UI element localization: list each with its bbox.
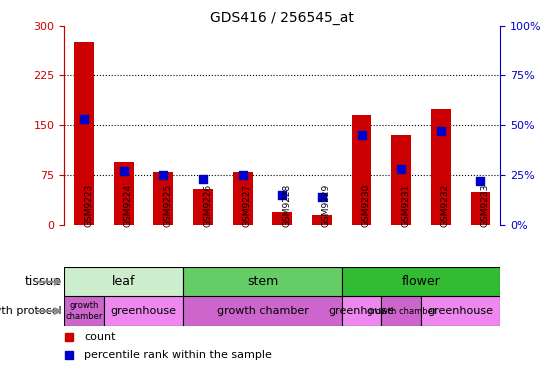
- Text: GSM9225: GSM9225: [163, 184, 172, 227]
- Point: [318, 194, 326, 200]
- Point: [278, 192, 287, 198]
- Text: GSM9230: GSM9230: [362, 184, 371, 227]
- Text: growth chamber: growth chamber: [367, 307, 436, 315]
- Point: [159, 172, 168, 178]
- Text: growth
chamber: growth chamber: [65, 301, 103, 321]
- Text: greenhouse: greenhouse: [428, 306, 494, 316]
- Text: tissue: tissue: [25, 275, 62, 288]
- Bar: [471, 192, 490, 225]
- Bar: [114, 162, 134, 225]
- Text: stem: stem: [247, 275, 278, 288]
- Point: [357, 132, 366, 138]
- Text: GSM9224: GSM9224: [124, 184, 132, 227]
- Text: GSM9227: GSM9227: [243, 184, 252, 227]
- Bar: [272, 212, 292, 225]
- Text: GSM9233: GSM9233: [481, 184, 490, 227]
- Bar: [193, 188, 213, 225]
- Text: GSM9231: GSM9231: [401, 184, 410, 227]
- Point: [198, 176, 207, 182]
- Bar: [391, 135, 411, 225]
- Bar: [154, 172, 173, 225]
- Text: leaf: leaf: [112, 275, 135, 288]
- Text: GSM9223: GSM9223: [84, 184, 93, 227]
- Text: growth protocol: growth protocol: [0, 306, 62, 316]
- Point: [476, 178, 485, 184]
- Text: count: count: [84, 332, 115, 342]
- Bar: [104, 296, 183, 326]
- Text: GSM9226: GSM9226: [203, 184, 212, 227]
- Text: percentile rank within the sample: percentile rank within the sample: [84, 350, 272, 360]
- Text: GSM9229: GSM9229: [322, 184, 331, 227]
- Bar: [64, 267, 183, 296]
- Bar: [74, 42, 94, 225]
- Bar: [342, 267, 500, 296]
- Point: [437, 128, 446, 134]
- Text: growth chamber: growth chamber: [216, 306, 309, 316]
- Bar: [183, 296, 342, 326]
- Text: GSM9228: GSM9228: [282, 184, 291, 227]
- Text: GSM9232: GSM9232: [441, 184, 450, 227]
- Bar: [312, 215, 332, 225]
- Point: [397, 166, 406, 172]
- Bar: [381, 296, 421, 326]
- Point: [119, 168, 128, 174]
- Point: [79, 116, 88, 122]
- Bar: [342, 296, 381, 326]
- Text: greenhouse: greenhouse: [111, 306, 177, 316]
- Bar: [183, 267, 342, 296]
- Bar: [431, 109, 451, 225]
- Bar: [233, 172, 253, 225]
- Bar: [421, 296, 500, 326]
- Title: GDS416 / 256545_at: GDS416 / 256545_at: [210, 11, 354, 25]
- Bar: [352, 115, 372, 225]
- Point: [238, 172, 247, 178]
- Bar: [64, 296, 104, 326]
- Text: greenhouse: greenhouse: [329, 306, 395, 316]
- Text: flower: flower: [402, 275, 440, 288]
